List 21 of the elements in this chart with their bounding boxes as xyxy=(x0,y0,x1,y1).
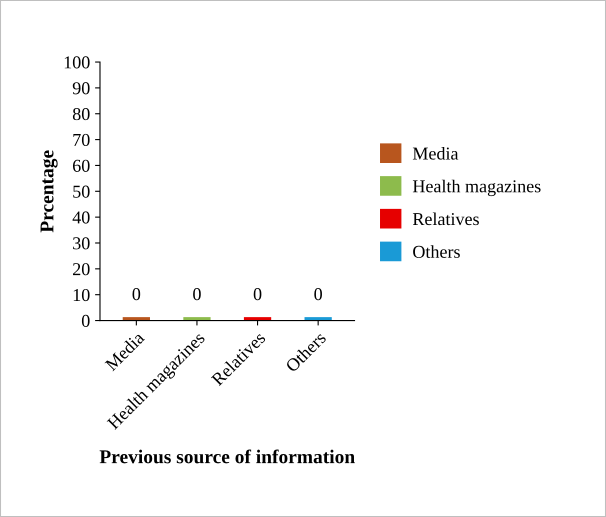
y-tick-label: 80 xyxy=(72,108,90,120)
y-tick-label: 100 xyxy=(64,56,90,68)
legend-label: Others xyxy=(413,245,460,258)
y-tick-label: 30 xyxy=(73,237,90,250)
y-tick-label: 20 xyxy=(73,263,90,276)
x-axis-title: Previous source of information xyxy=(100,449,355,464)
y-tick-label: 90 xyxy=(72,82,90,94)
y-tick-label: 40 xyxy=(72,211,90,224)
legend-label: Relatives xyxy=(412,212,479,226)
data-label: 0 xyxy=(193,288,201,300)
y-tick-label: 10 xyxy=(74,288,90,302)
data-label: 0 xyxy=(132,288,140,300)
legend-label: Media xyxy=(412,146,458,160)
data-label: 0 xyxy=(314,288,322,300)
y-axis-title: Prcentage xyxy=(40,150,58,232)
y-tick-label: 50 xyxy=(73,186,90,198)
y-tick-label: 0 xyxy=(82,314,90,327)
data-label: 0 xyxy=(254,288,262,300)
legend-label: Health magazines xyxy=(412,180,541,196)
y-tick-label: 70 xyxy=(73,134,90,146)
y-tick-label: 60 xyxy=(72,160,90,172)
